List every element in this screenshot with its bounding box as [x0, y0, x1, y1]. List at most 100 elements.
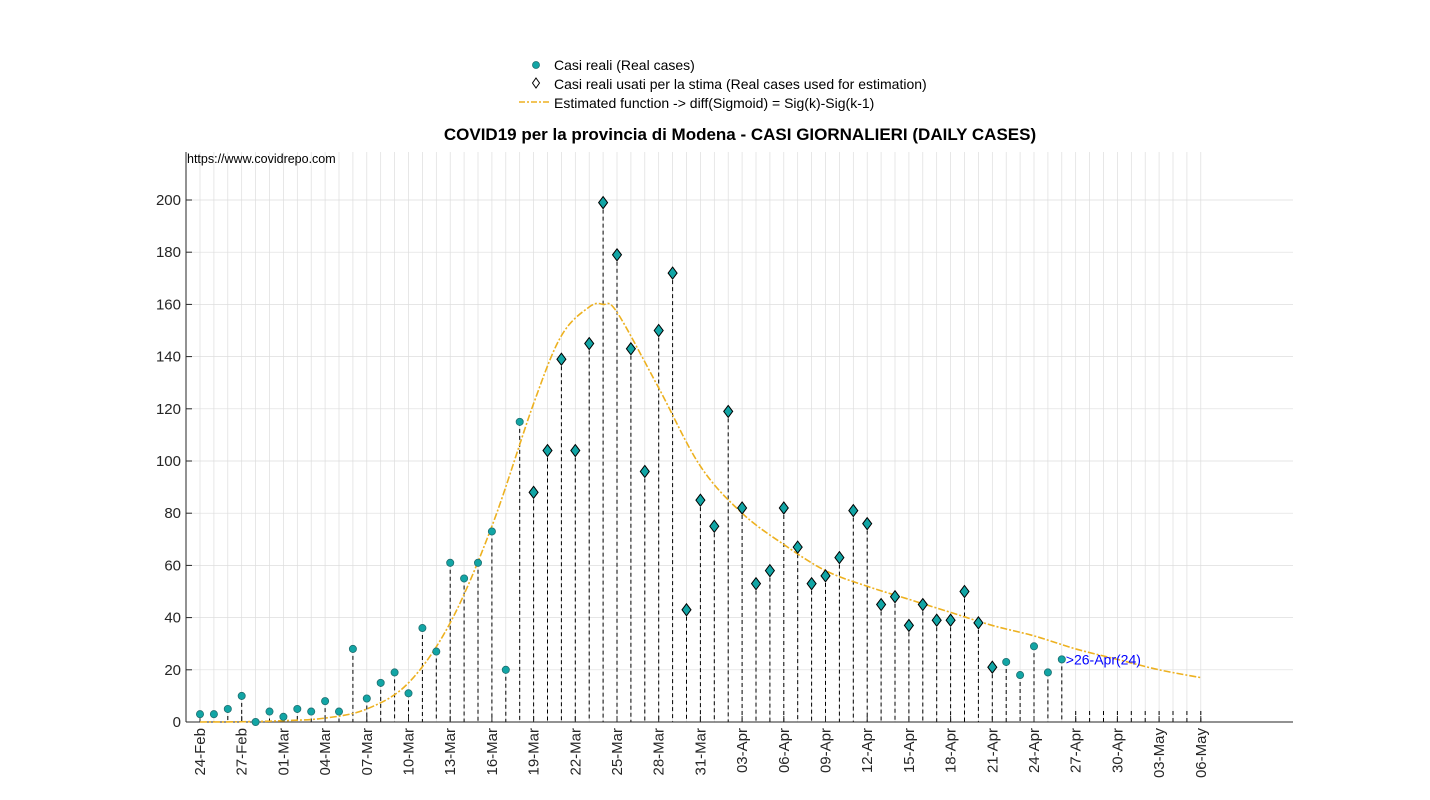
- used-case-marker: [820, 569, 831, 583]
- real-case-marker: [307, 707, 316, 716]
- real-case-marker: [501, 665, 510, 674]
- y-tick-label: 120: [156, 401, 181, 418]
- used-case-marker: [570, 443, 581, 458]
- real-case-marker: [487, 527, 496, 536]
- x-tick-label: 06-Apr: [776, 728, 793, 773]
- used-case-marker: [667, 266, 678, 280]
- used-case-marker: [959, 584, 970, 599]
- fit-curve-layer: [199, 302, 1201, 723]
- x-tick-label: 16-Mar: [484, 728, 501, 776]
- y-tick-label: 140: [156, 349, 181, 366]
- marker-layer: [195, 195, 1066, 727]
- x-tick-label: 31-Mar: [692, 728, 709, 776]
- x-tick-label: 09-Apr: [818, 728, 835, 773]
- legend-real-marker: [532, 61, 540, 69]
- axes-layer: [185, 152, 1293, 723]
- real-case-marker: [237, 691, 246, 700]
- real-case-marker: [293, 704, 302, 713]
- used-case-marker: [556, 352, 567, 367]
- y-tick-label: 160: [156, 296, 181, 313]
- real-case-marker: [1002, 657, 1011, 666]
- used-case-marker: [792, 540, 803, 554]
- y-tick-label: 100: [156, 453, 181, 470]
- real-case-marker: [418, 624, 427, 633]
- real-case-marker: [376, 678, 385, 687]
- used-case-marker: [862, 516, 873, 531]
- x-tick-label: 01-Mar: [275, 728, 292, 776]
- grid-layer: [186, 152, 1293, 722]
- real-case-marker: [1030, 642, 1039, 651]
- y-tick-label: 80: [164, 505, 181, 522]
- x-tick-label: 15-Apr: [901, 728, 918, 773]
- x-tick-label: 30-Apr: [1109, 728, 1126, 773]
- x-tick-label: 18-Apr: [943, 728, 960, 773]
- x-tick-label: 12-Apr: [859, 728, 876, 773]
- x-tick-label: 27-Apr: [1068, 728, 1085, 773]
- used-case-marker: [945, 613, 956, 628]
- y-tick-label: 0: [173, 714, 181, 731]
- used-case-marker: [889, 589, 901, 604]
- x-tick-label: 03-May: [1151, 728, 1168, 779]
- legend: Casi reali (Real cases) Casi reali usati…: [519, 57, 927, 111]
- y-tick-label: 40: [164, 610, 181, 627]
- real-case-marker: [473, 558, 482, 567]
- real-case-marker: [223, 704, 232, 713]
- real-case-marker: [404, 689, 413, 698]
- y-tick-label: 20: [164, 662, 181, 679]
- last-date-annotation: >26-Apr(24): [1066, 651, 1141, 667]
- used-case-marker: [778, 501, 789, 515]
- used-case-marker: [764, 563, 776, 578]
- real-case-marker: [348, 644, 357, 653]
- x-tick-label: 24-Feb: [192, 728, 209, 776]
- chart-title: COVID19 per la provincia di Modena - CAS…: [444, 125, 1036, 144]
- x-tick-label: 19-Mar: [526, 728, 543, 776]
- real-case-marker: [195, 710, 204, 719]
- used-case-marker: [723, 404, 734, 419]
- x-tick-label: 25-Mar: [609, 728, 626, 776]
- used-case-marker: [903, 618, 915, 633]
- used-case-marker: [806, 576, 817, 591]
- used-case-marker: [542, 443, 553, 458]
- x-tick-label: 28-Mar: [651, 728, 668, 776]
- real-case-marker: [1043, 668, 1052, 677]
- real-case-marker: [279, 712, 288, 721]
- x-tick-label: 27-Feb: [234, 728, 251, 776]
- real-case-marker: [334, 707, 343, 716]
- used-case-marker: [709, 519, 720, 534]
- stem-layer: [199, 202, 1202, 722]
- label-layer: 0 20 40 60 80 100 120 140 160 180 200 24-Feb 27-Feb 0…: [156, 192, 1210, 778]
- real-case-marker: [251, 718, 260, 727]
- used-case-marker: [653, 323, 664, 338]
- real-case-marker: [362, 694, 371, 703]
- legend-used-marker: [531, 77, 541, 89]
- used-case-marker: [584, 336, 595, 351]
- x-tick-label: 07-Mar: [359, 728, 376, 776]
- used-case-marker: [681, 602, 692, 617]
- x-tick-label: 10-Mar: [401, 728, 418, 776]
- real-case-marker: [209, 710, 218, 719]
- y-tick-label: 200: [156, 192, 181, 209]
- x-tick-label: 03-Apr: [734, 728, 751, 773]
- used-case-marker: [639, 464, 650, 479]
- real-case-marker: [1016, 671, 1025, 680]
- used-case-marker: [695, 493, 706, 507]
- x-tick-label: 06-May: [1193, 728, 1210, 779]
- used-case-marker: [987, 660, 998, 675]
- y-tick-label: 60: [164, 557, 181, 574]
- x-tick-label: 24-Apr: [1026, 728, 1043, 773]
- legend-fit-label: Estimated function -> diff(Sigmoid) = Si…: [554, 95, 874, 111]
- used-case-marker: [834, 550, 845, 565]
- real-case-marker: [446, 558, 455, 567]
- legend-used-label: Casi reali usati per la stima (Real case…: [554, 76, 927, 92]
- used-case-marker: [917, 597, 928, 612]
- used-case-marker: [750, 576, 762, 591]
- used-case-marker: [625, 341, 637, 356]
- used-case-marker: [597, 195, 609, 210]
- source-url: https://www.covidrepo.com: [187, 152, 336, 166]
- used-case-marker: [736, 501, 748, 515]
- fit-curve: [199, 302, 1201, 723]
- legend-real-label: Casi reali (Real cases): [554, 57, 695, 73]
- used-case-marker: [528, 485, 539, 500]
